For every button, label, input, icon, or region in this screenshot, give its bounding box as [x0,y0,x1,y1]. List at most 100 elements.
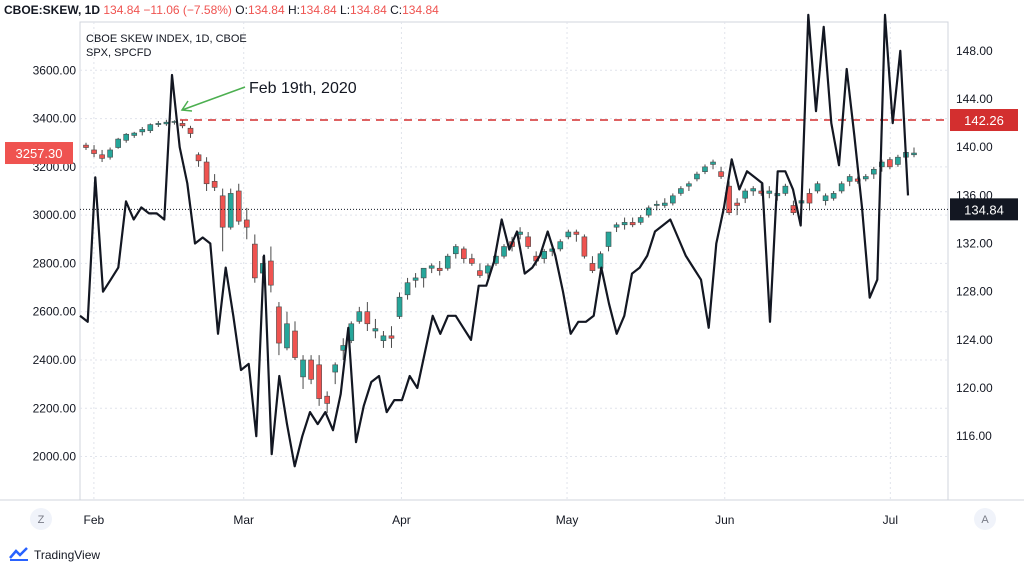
right-tick-label: 148.00 [956,44,993,58]
candle [694,171,700,182]
candle-body [252,243,258,279]
candle [557,239,564,252]
candle-body [243,219,250,228]
candle [678,186,684,196]
auto-scale-left-button[interactable] [30,508,52,530]
left-scale-label: Z [38,514,45,526]
level-price-tag-text: 142.26 [964,113,1004,128]
candle [645,205,652,218]
candle-body [806,193,813,204]
candle [750,186,757,196]
candle-body [332,364,339,373]
high-value: 134.84 [299,3,337,17]
candle-body [235,190,242,222]
annotation: Feb 19th, 2020 [180,80,357,112]
annotation-label: Feb 19th, 2020 [249,80,357,97]
candle [477,263,483,278]
annotation-arrowhead [180,100,193,112]
time-axis[interactable]: Feb Mar Apr May Jun Jul [84,513,898,527]
candle-body [284,323,290,349]
candle-body [276,306,282,344]
candle [661,198,668,208]
spx-candles [83,119,917,414]
right-tick-label: 144.00 [956,92,993,106]
candle [830,190,837,201]
candle [139,127,146,136]
candle [276,302,282,356]
candle [420,267,427,288]
candle [702,164,708,175]
open-value: 134.84 [247,3,285,17]
candle-body [163,121,170,125]
candle [766,186,773,199]
high-label: H: [287,3,300,17]
candle [710,159,716,170]
candle [131,131,138,138]
legend-primary: CBOE SKEW INDEX, 1D, CBOE [86,33,247,45]
candle-body [420,267,427,279]
candle [469,253,475,266]
candle-body [107,149,113,158]
candle [814,181,821,194]
price-change: −11.06 (−7.58%) [143,3,232,17]
candle-body [131,132,138,136]
candle [605,231,612,252]
symbol-name[interactable]: CBOE:SKEW, 1D [4,3,101,17]
candle-body [750,188,757,192]
candle-body [211,181,218,188]
candle-body [742,190,748,199]
candle-body [203,161,210,185]
candle-body [911,152,917,156]
candle-body [605,231,612,247]
candle-body [99,154,105,159]
candle-body [645,207,652,216]
candle [316,355,322,406]
candle [686,181,692,191]
tradingview-logo-icon[interactable] [8,546,30,562]
candle-body [637,217,644,223]
candle [846,174,853,187]
tradingview-brand[interactable]: TradingView [34,548,101,562]
candle-body [621,222,628,226]
candle-body [734,202,740,206]
chart-canvas[interactable]: 2000.00 2200.00 2400.00 2600.00 2800.00 3000.… [0,0,1024,540]
candle-body [412,277,419,281]
right-scale-label: A [981,514,989,526]
candle-body [324,395,330,404]
right-tick-label: 116.00 [956,429,992,443]
candle-body [565,231,572,238]
left-price-axis[interactable]: 2000.00 2200.00 2400.00 2600.00 2800.00 3000.… [33,63,77,463]
candle-body [316,364,322,399]
candle [356,306,363,324]
low-value: 134.84 [350,3,387,17]
candle [565,229,572,240]
candle [653,200,660,211]
candle [629,217,636,228]
annotation-arrow [181,86,246,111]
candle-body [830,193,837,199]
candle-body [83,144,89,148]
candle-body [219,195,226,228]
right-price-axis[interactable]: 116.00120.00124.00128.00132.00136.00140.… [956,44,993,443]
candle-body [461,248,467,259]
left-tick-label: 2000.00 [33,450,77,464]
candle-body [356,311,363,322]
right-tick-label: 140.00 [956,140,993,154]
candle-body [195,154,202,162]
candle [613,222,620,233]
auto-scale-right-button[interactable] [974,508,996,530]
candle [541,248,548,264]
x-tick-label: May [556,513,579,527]
candle-body [822,195,829,201]
candle [388,326,395,348]
candle [300,355,306,389]
close-value: 134.84 [402,3,439,17]
candle-body [372,328,379,332]
candle [163,119,170,126]
candle [879,159,885,172]
candle [235,183,242,225]
candle [115,137,121,149]
candle [107,147,113,160]
candle-body [501,246,507,257]
left-tick-label: 2800.00 [33,256,77,270]
